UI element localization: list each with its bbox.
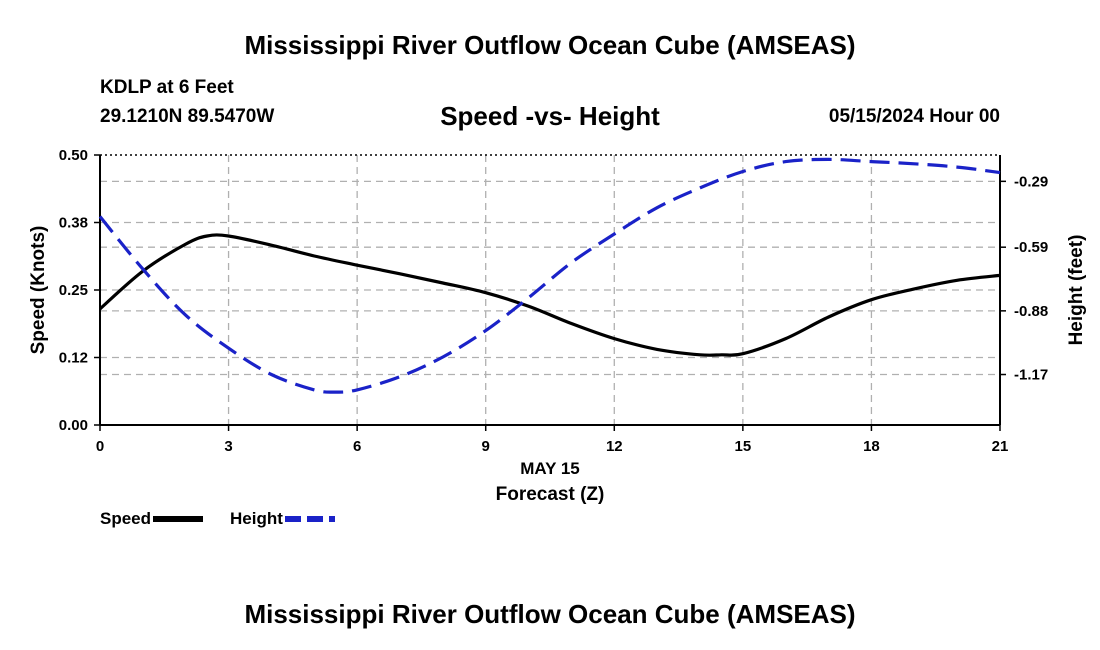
axis-labels: 0 3 6 9 12 15 18 21 0.00 0.12 0.25 0.38 0.50 -0.29 -0.…	[28, 147, 1087, 505]
x-tick-label: 12	[606, 438, 623, 455]
coordinates-label: 29.1210N 89.5470W	[100, 106, 275, 127]
grid	[100, 155, 1000, 425]
chart-subtitle: Speed -vs- Height	[440, 101, 660, 131]
legend-label-height: Height	[230, 509, 283, 528]
legend-item-height: Height	[230, 509, 335, 529]
x-tick-label: 3	[224, 438, 232, 455]
y-right-tick-label: -0.59	[1014, 239, 1048, 256]
series-line-height	[98, 157, 1001, 394]
chart-main-title: Mississippi River Outflow Ocean Cube (AM…	[244, 30, 856, 60]
forecast-datetime: 05/15/2024 Hour 00	[828, 106, 1000, 127]
legend-swatch-height	[284, 516, 335, 522]
y-left-tick-label: 0.25	[59, 282, 88, 299]
series-line-speed	[98, 233, 1001, 357]
legend-swatch-speed	[153, 516, 204, 522]
series-lines	[98, 157, 1001, 394]
y-left-tick-label: 0.12	[59, 350, 88, 367]
station-label: KDLP at 6 Feet	[100, 77, 234, 98]
x-axis-title: Forecast (Z)	[496, 484, 605, 505]
y-right-axis-title: Height (feet)	[1066, 235, 1087, 346]
legend-label-speed: Speed	[100, 509, 152, 528]
x-tick-label: 0	[96, 438, 104, 455]
x-tick-label: 6	[353, 438, 361, 455]
x-tick-label: 18	[863, 438, 880, 455]
y-right-tick-label: -0.29	[1014, 173, 1048, 190]
y-left-tick-label: 0.38	[59, 215, 88, 232]
legend-item-speed: Speed	[100, 509, 204, 529]
x-tick-label: 15	[735, 438, 752, 455]
y-left-axis-title: Speed (Knots)	[28, 226, 49, 355]
x-tick-label: 9	[482, 438, 490, 455]
axes	[94, 154, 1006, 431]
y-right-tick-label: -0.88	[1014, 303, 1048, 320]
y-left-tick-label: 0.00	[59, 417, 88, 434]
x-tick-label: 21	[992, 438, 1009, 455]
x-date-label: MAY 15	[520, 459, 580, 478]
y-left-tick-label: 0.50	[59, 147, 88, 164]
y-right-tick-label: -1.17	[1014, 367, 1048, 384]
chart-footer-title: Mississippi River Outflow Ocean Cube (AM…	[244, 599, 856, 629]
